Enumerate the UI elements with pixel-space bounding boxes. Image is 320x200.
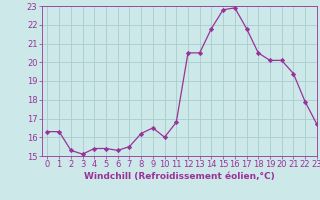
X-axis label: Windchill (Refroidissement éolien,°C): Windchill (Refroidissement éolien,°C) (84, 172, 275, 181)
